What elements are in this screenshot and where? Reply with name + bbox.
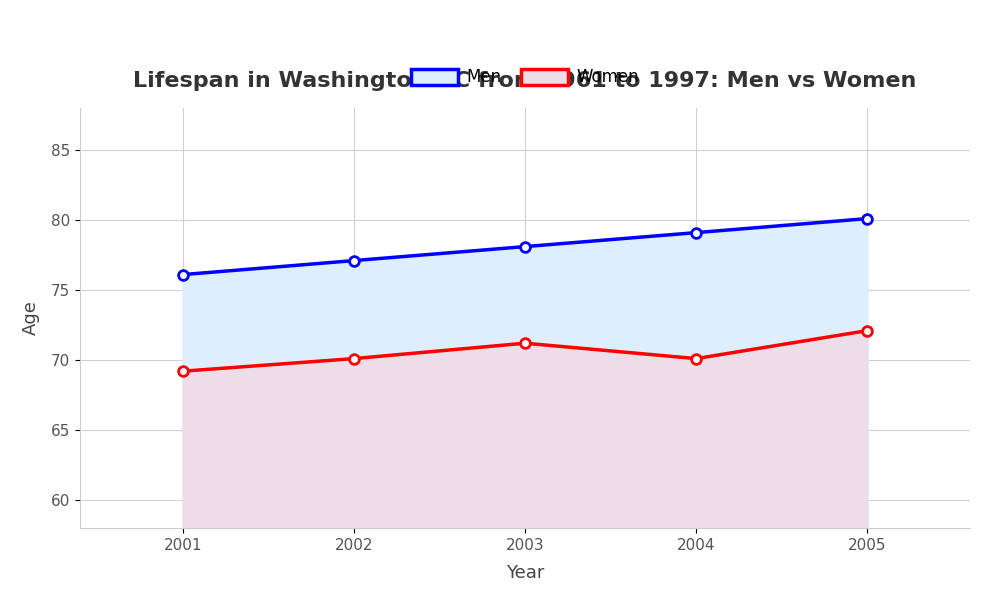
X-axis label: Year: Year: [506, 564, 544, 582]
Title: Lifespan in Washington DC from 1961 to 1997: Men vs Women: Lifespan in Washington DC from 1961 to 1…: [133, 71, 917, 91]
Y-axis label: Age: Age: [22, 301, 40, 335]
Legend: Men, Women: Men, Women: [404, 62, 646, 93]
